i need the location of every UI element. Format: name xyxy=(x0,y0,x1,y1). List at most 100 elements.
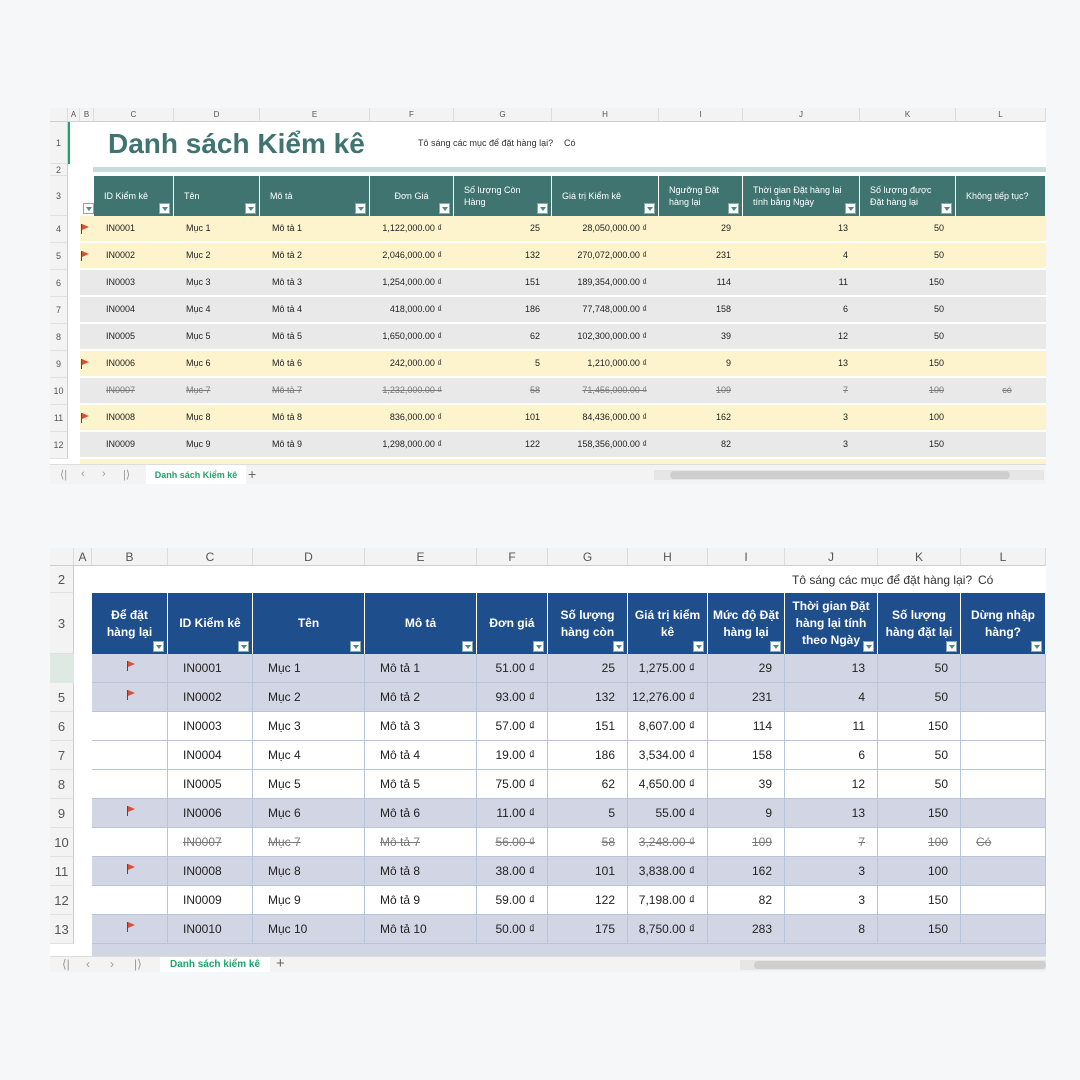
data-cell[interactable]: Mô tả 1 xyxy=(365,654,477,683)
column-header-d[interactable]: D xyxy=(174,108,260,122)
row-header-10[interactable]: 10 xyxy=(50,378,68,405)
data-cell[interactable]: Mục 2 xyxy=(186,250,211,260)
data-cell[interactable]: 71,456,000.00 ₫ xyxy=(582,385,647,395)
data-cell[interactable]: Mục 5 xyxy=(253,770,365,799)
data-cell[interactable]: 50 xyxy=(933,304,944,314)
reorder-flag-cell[interactable] xyxy=(92,886,168,915)
data-cell[interactable]: 38.00 ₫ xyxy=(477,857,548,886)
data-cell[interactable]: 50 xyxy=(878,683,961,712)
row-header-4[interactable]: 4 xyxy=(50,216,68,243)
data-cell[interactable]: 58 xyxy=(529,385,540,395)
data-cell[interactable]: Mục 10 xyxy=(253,915,365,944)
data-cell[interactable]: 50 xyxy=(878,741,961,770)
row-header-5[interactable]: 5 xyxy=(50,683,74,712)
data-cell[interactable]: 1,210,000.00 ₫ xyxy=(587,358,647,368)
reorder-flag-cell[interactable] xyxy=(92,770,168,799)
data-cell[interactable]: Mục 5 xyxy=(186,331,211,341)
data-cell[interactable]: Mô tả 9 xyxy=(272,439,303,449)
data-cell[interactable]: 50 xyxy=(933,331,944,341)
data-cell[interactable]: 93.00 ₫ xyxy=(477,683,548,712)
inventory-id-cell[interactable]: IN0009 xyxy=(106,439,136,449)
filter-dropdown-icon[interactable] xyxy=(245,203,256,214)
data-cell[interactable]: Mô tả 8 xyxy=(365,857,477,886)
data-cell[interactable]: 51.00 ₫ xyxy=(477,654,548,683)
data-cell[interactable]: 1,275.00 ₫ xyxy=(628,654,708,683)
highlight-value[interactable]: Có xyxy=(978,573,994,587)
column-header-k[interactable]: K xyxy=(878,548,961,566)
data-cell[interactable]: 101 xyxy=(548,857,628,886)
data-cell[interactable]: 150 xyxy=(928,277,944,287)
filter-dropdown-icon[interactable] xyxy=(537,203,548,214)
data-cell[interactable]: 283 xyxy=(708,915,785,944)
data-cell[interactable]: 82 xyxy=(720,439,731,449)
data-cell[interactable]: Mục 6 xyxy=(186,358,211,368)
column-header-b[interactable]: B xyxy=(80,108,94,122)
data-cell[interactable] xyxy=(956,432,1046,457)
row-header-2[interactable]: 2 xyxy=(50,164,68,176)
data-cell[interactable]: 132 xyxy=(524,250,540,260)
data-cell[interactable]: 50 xyxy=(933,223,944,233)
data-cell[interactable] xyxy=(961,857,1046,886)
data-cell[interactable]: 101 xyxy=(524,412,540,422)
data-cell[interactable]: Mục 9 xyxy=(186,439,211,449)
scrollbar-thumb[interactable] xyxy=(754,961,1046,969)
inventory-id-cell[interactable]: IN0010 xyxy=(168,915,253,944)
data-cell[interactable]: 100 xyxy=(928,385,944,395)
row-header-5[interactable]: 5 xyxy=(50,243,68,270)
inventory-id-cell[interactable]: IN0002 xyxy=(168,683,253,712)
data-cell[interactable]: 3,534.00 ₫ xyxy=(628,741,708,770)
data-cell[interactable]: có xyxy=(1002,385,1012,395)
data-cell[interactable]: 150 xyxy=(878,886,961,915)
reorder-flag-cell[interactable] xyxy=(92,741,168,770)
first-sheet-icon[interactable]: ⟨| xyxy=(60,469,68,481)
data-cell[interactable]: 6 xyxy=(842,304,848,314)
data-cell[interactable]: 175 xyxy=(548,915,628,944)
column-header-e[interactable]: E xyxy=(260,108,370,122)
filter-dropdown-icon[interactable] xyxy=(355,203,366,214)
data-cell[interactable]: 114 xyxy=(708,712,785,741)
column-header-g[interactable]: G xyxy=(454,108,552,122)
row-header-13[interactable]: 13 xyxy=(50,915,74,944)
data-cell[interactable]: 11.00 ₫ xyxy=(477,799,548,828)
data-cell[interactable]: 5 xyxy=(534,358,540,368)
data-cell[interactable]: Mô tả 1 xyxy=(272,223,303,233)
data-cell[interactable]: 3 xyxy=(842,439,848,449)
data-cell[interactable]: 231 xyxy=(708,683,785,712)
data-cell[interactable]: 102,300,000.00 ₫ xyxy=(577,331,647,341)
select-all-corner[interactable] xyxy=(50,108,68,122)
data-cell[interactable]: Mục 2 xyxy=(253,683,365,712)
column-header-c[interactable]: C xyxy=(168,548,253,566)
filter-dropdown-icon[interactable] xyxy=(533,641,544,652)
column-header-e[interactable]: E xyxy=(365,548,477,566)
data-cell[interactable]: Mô tả 8 xyxy=(272,412,303,422)
column-header-i[interactable]: I xyxy=(708,548,785,566)
filter-dropdown-icon[interactable] xyxy=(693,641,704,652)
data-cell[interactable]: Mục 8 xyxy=(186,412,211,422)
data-cell[interactable]: Mô tả 5 xyxy=(272,331,303,341)
inventory-id-cell[interactable]: IN0008 xyxy=(168,857,253,886)
data-cell[interactable]: Mô tả 2 xyxy=(272,250,303,260)
filter-dropdown-icon[interactable] xyxy=(770,641,781,652)
data-cell[interactable]: 150 xyxy=(928,358,944,368)
data-cell[interactable]: 3 xyxy=(785,857,878,886)
data-cell[interactable] xyxy=(961,915,1046,944)
filter-dropdown-icon[interactable] xyxy=(462,641,473,652)
data-cell[interactable]: 28,050,000.00 ₫ xyxy=(582,223,647,233)
data-cell[interactable]: Mục 4 xyxy=(186,304,211,314)
data-cell[interactable]: Mô tả 4 xyxy=(365,741,477,770)
row-header-9[interactable]: 9 xyxy=(50,351,68,378)
data-cell[interactable]: 75.00 ₫ xyxy=(477,770,548,799)
column-header-a[interactable]: A xyxy=(68,108,80,122)
data-cell[interactable] xyxy=(961,654,1046,683)
row-header-10[interactable]: 10 xyxy=(50,828,74,857)
filter-dropdown-icon[interactable] xyxy=(153,641,164,652)
filter-dropdown-icon[interactable] xyxy=(644,203,655,214)
data-cell[interactable]: 13 xyxy=(785,654,878,683)
data-cell[interactable]: Mô tả 3 xyxy=(365,712,477,741)
data-cell[interactable]: 8,750.00 ₫ xyxy=(628,915,708,944)
data-cell[interactable]: Có xyxy=(961,828,1046,857)
column-header-f[interactable]: F xyxy=(477,548,548,566)
data-cell[interactable]: 25 xyxy=(529,223,540,233)
data-cell[interactable]: 3,248.00 ₫ xyxy=(628,828,708,857)
data-cell[interactable]: 12,276.00 ₫ xyxy=(628,683,708,712)
